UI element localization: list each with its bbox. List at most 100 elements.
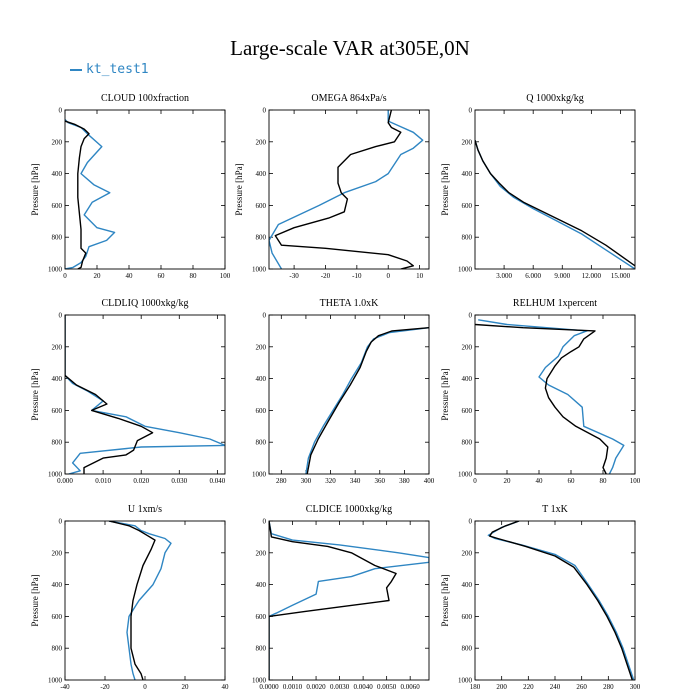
y-tick-label: 200 (462, 138, 473, 146)
x-tick-label: 0.0000 (259, 683, 279, 691)
plot-frame (268, 314, 430, 475)
x-tick-label: 0.000 (57, 477, 73, 485)
y-axis-label: Pressure [hPa] (30, 368, 40, 420)
x-tick-label: 0.0030 (330, 683, 350, 691)
y-tick-label: 800 (256, 645, 267, 653)
panel-title: U 1xm/s (128, 504, 162, 515)
series-line-reference (475, 139, 635, 267)
y-tick-label: 1000 (48, 266, 63, 274)
panel-title: RELHUM 1xpercent (513, 298, 597, 309)
x-tick-label: 0.0060 (401, 683, 421, 691)
series-line-reference (65, 120, 90, 269)
y-tick-label: 200 (52, 138, 63, 146)
x-tick-label: 6.000 (525, 272, 541, 280)
series-line-kt-test1 (108, 521, 172, 680)
series-line-reference (274, 110, 414, 269)
series-line-kt-test1 (269, 521, 429, 680)
panel-2: Q 1000xkg/kg 0 200 400 600 800 1000 3.000 6.000 9… (440, 93, 636, 280)
series-line-kt-test1 (487, 521, 635, 680)
x-tick-label: 3.000 (496, 272, 512, 280)
panel-6: U 1xm/s 0 200 400 600 800 1000-40 -20 0 20 40 Press… (30, 504, 229, 691)
plot-frame (64, 520, 226, 681)
y-tick-label: 200 (256, 549, 267, 557)
y-tick-label: 0 (263, 107, 267, 115)
plot-frame (268, 520, 430, 681)
panel-title: Q 1000xkg/kg (526, 93, 584, 104)
legend: kt_test1 (70, 62, 149, 77)
y-tick-label: 0 (469, 107, 473, 115)
y-axis-label: Pressure [hPa] (30, 163, 40, 215)
y-tick-label: 800 (462, 439, 473, 447)
x-tick-label: 0.0020 (306, 683, 326, 691)
x-tick-label: 40 (126, 272, 134, 280)
figure-title: Large-scale VAR at305E,0N (230, 36, 470, 60)
x-tick-label: 9.000 (554, 272, 570, 280)
panel-1: OMEGA 864xPa/s 0 200 400 600 800 1000 -30 -20 -10… (234, 93, 430, 280)
x-tick-label: 340 (350, 477, 361, 485)
y-tick-label: 1000 (252, 677, 267, 685)
series-line-reference (108, 521, 156, 680)
plot-frame (474, 109, 636, 270)
x-tick-label: 80 (600, 477, 608, 485)
x-tick-label: -10 (352, 272, 362, 280)
x-tick-label: 80 (190, 272, 198, 280)
y-tick-label: 400 (52, 581, 63, 589)
series-line-reference (269, 521, 397, 680)
y-tick-label: 600 (462, 407, 473, 415)
series-line-kt-test1 (65, 119, 116, 269)
x-tick-label: 20 (504, 477, 512, 485)
x-tick-label: 260 (576, 683, 587, 691)
y-tick-label: 1000 (458, 677, 473, 685)
x-tick-label: 0.0050 (377, 683, 397, 691)
y-axis-label: Pressure [hPa] (234, 163, 244, 215)
y-tick-label: 800 (256, 439, 267, 447)
x-tick-label: 0 (63, 272, 67, 280)
legend-swatch (70, 68, 82, 71)
panel-title: OMEGA 864xPa/s (311, 93, 386, 104)
x-tick-label: 360 (375, 477, 386, 485)
y-tick-label: 1000 (252, 266, 267, 274)
y-tick-label: 400 (256, 581, 267, 589)
y-tick-label: 200 (52, 343, 63, 351)
x-tick-label: 10 (416, 272, 424, 280)
y-axis-label: Pressure [hPa] (440, 163, 450, 215)
x-tick-label: 15.000 (611, 272, 631, 280)
series-line-reference (306, 327, 429, 474)
panel-7: CLDICE 1000xkg/kg 0 200 400 600 800 10000.0000… (252, 504, 430, 691)
panel-title: CLDICE 1000xkg/kg (306, 504, 392, 515)
y-tick-label: 200 (462, 343, 473, 351)
x-tick-label: 300 (630, 683, 641, 691)
y-tick-label: 400 (52, 170, 63, 178)
x-tick-label: 20 (94, 272, 102, 280)
x-tick-label: 20 (182, 683, 190, 691)
y-tick-label: 600 (462, 202, 473, 210)
y-tick-label: 1000 (252, 471, 267, 479)
x-tick-label: 0.0010 (283, 683, 303, 691)
y-tick-label: 1000 (48, 677, 63, 685)
x-tick-label: 0.020 (133, 477, 149, 485)
series-line-kt-test1 (475, 139, 635, 269)
y-tick-label: 600 (256, 202, 267, 210)
panel-title: CLOUD 100xfraction (101, 93, 189, 104)
x-tick-label: -20 (100, 683, 110, 691)
plot-frame (474, 314, 636, 475)
plot-frame (64, 109, 226, 270)
legend-label: kt_test1 (86, 62, 149, 77)
x-tick-label: 0.010 (95, 477, 111, 485)
x-tick-label: 240 (550, 683, 561, 691)
series-line-reference (489, 521, 633, 680)
y-axis-label: Pressure [hPa] (440, 574, 450, 626)
y-tick-label: 0 (59, 518, 63, 526)
y-tick-label: 800 (256, 234, 267, 242)
series-line-kt-test1 (269, 110, 424, 269)
plot-frame (474, 520, 636, 681)
x-tick-label: -20 (321, 272, 331, 280)
y-tick-label: 0 (59, 107, 63, 115)
y-tick-label: 600 (52, 202, 63, 210)
x-tick-label: 100 (630, 477, 641, 485)
x-tick-label: 60 (158, 272, 166, 280)
y-tick-label: 0 (469, 518, 473, 526)
